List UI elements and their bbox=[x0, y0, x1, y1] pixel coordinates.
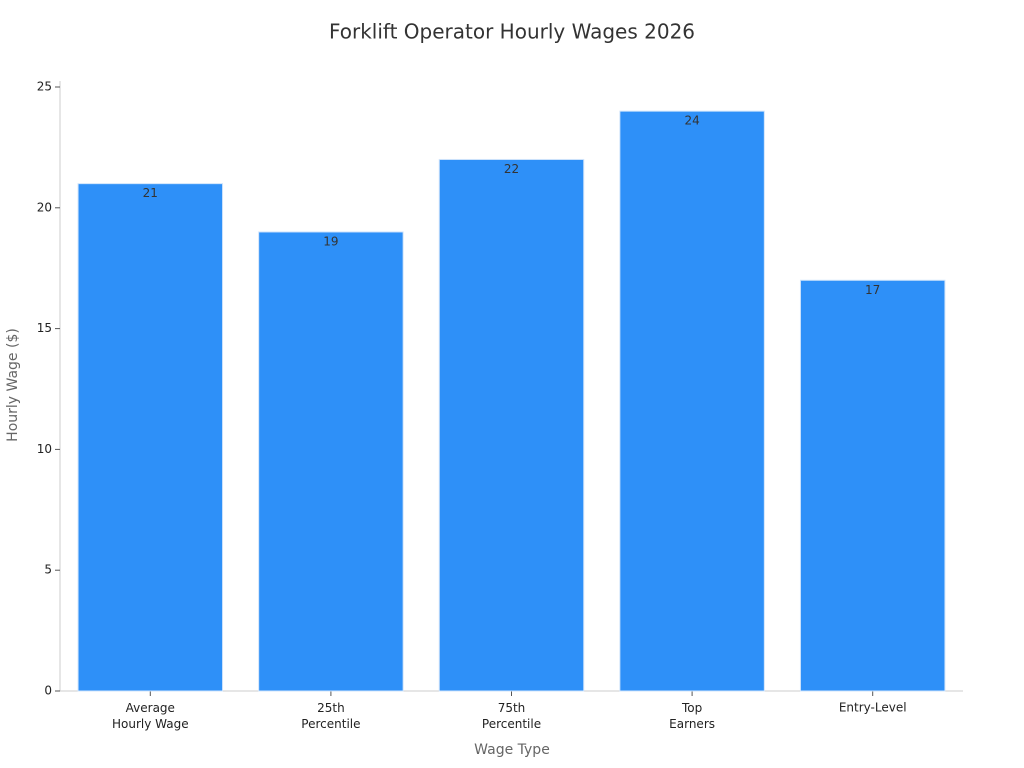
y-tick-label: 5 bbox=[44, 563, 52, 577]
data-label: 19 bbox=[323, 234, 338, 248]
data-label: 17 bbox=[865, 283, 880, 297]
x-axis-label: Wage Type bbox=[474, 742, 550, 758]
y-tick-label: 0 bbox=[44, 684, 52, 698]
bar bbox=[77, 183, 224, 692]
data-label: 24 bbox=[684, 114, 699, 128]
y-tick-label: 20 bbox=[37, 200, 52, 214]
y-tick-label: 10 bbox=[37, 442, 52, 456]
x-tick-label: Top Earners bbox=[669, 701, 715, 731]
data-label: 21 bbox=[143, 186, 158, 200]
y-tick-label: 15 bbox=[37, 321, 52, 335]
bar bbox=[619, 110, 765, 692]
x-tick-label: 25th Percentile bbox=[301, 701, 360, 731]
y-axis-label: Hourly Wage ($) bbox=[5, 328, 21, 442]
chart-title: Forklift Operator Hourly Wages 2026 bbox=[329, 20, 695, 44]
x-tick-label: Entry-Level bbox=[839, 701, 907, 715]
bar bbox=[799, 279, 946, 692]
x-tick-label: 75th Percentile bbox=[482, 701, 541, 731]
y-tick-label: 25 bbox=[37, 80, 52, 94]
data-label: 22 bbox=[504, 162, 519, 176]
x-tick-label: Average Hourly Wage bbox=[112, 701, 189, 731]
bar bbox=[258, 231, 404, 692]
bar bbox=[438, 158, 585, 692]
